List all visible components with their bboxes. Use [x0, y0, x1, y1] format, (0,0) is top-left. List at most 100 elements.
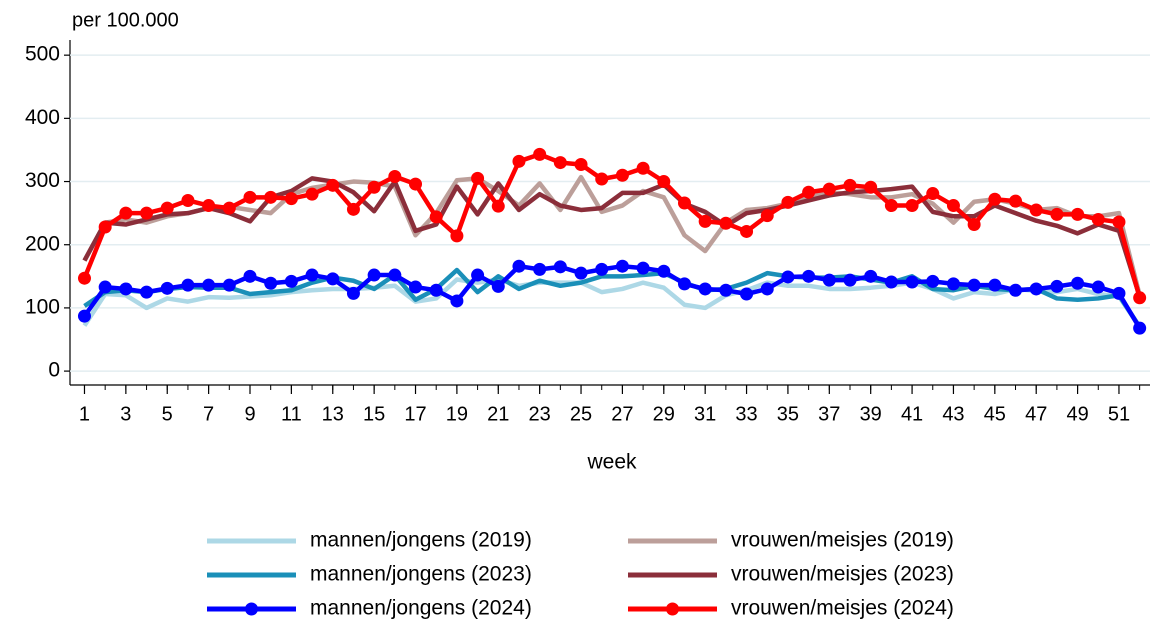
series-marker: [450, 229, 464, 243]
x-tick-label: 21: [487, 403, 509, 425]
x-tick-label: 47: [1025, 403, 1047, 425]
series-marker: [864, 269, 878, 283]
series-marker: [884, 199, 898, 213]
series-marker: [1071, 276, 1085, 290]
legend-label: mannen/jongens (2023): [310, 563, 532, 586]
series-marker: [429, 283, 443, 297]
series-marker: [1071, 207, 1085, 221]
series-marker: [243, 190, 257, 204]
series-marker: [429, 210, 443, 224]
series-marker: [615, 259, 629, 273]
series-marker: [284, 274, 298, 288]
series-marker: [1133, 321, 1147, 335]
series-line: [82, 277, 1142, 329]
series-marker: [719, 216, 733, 230]
series-marker: [553, 260, 567, 274]
series-marker: [864, 180, 878, 194]
x-tick-label: 25: [570, 403, 592, 425]
series-marker: [367, 268, 381, 282]
x-tick-label: 15: [363, 403, 385, 425]
series-marker: [98, 280, 112, 294]
series-marker: [264, 190, 278, 204]
legend-marker: [245, 602, 258, 616]
series-marker: [1009, 283, 1023, 297]
series-marker: [533, 147, 547, 161]
series-marker: [595, 262, 609, 276]
series-marker: [326, 272, 340, 286]
series-marker: [305, 268, 319, 282]
y-axis-label: per 100.000: [72, 9, 179, 31]
series-marker: [843, 273, 857, 287]
series-marker: [781, 270, 795, 284]
x-tick-label: 33: [735, 403, 757, 425]
series-marker: [574, 266, 588, 280]
series-marker: [1009, 194, 1023, 208]
series-marker: [491, 279, 505, 293]
x-tick-label: 51: [1108, 403, 1130, 425]
series-marker: [512, 259, 526, 273]
x-tick-label: 17: [404, 403, 426, 425]
series-marker: [657, 175, 671, 189]
series-marker: [822, 273, 836, 287]
x-tick-label: 45: [984, 403, 1006, 425]
series-marker: [1091, 212, 1105, 226]
legend-marker: [666, 602, 679, 616]
x-tick-label: 35: [777, 403, 799, 425]
series-marker: [677, 277, 691, 291]
series-marker: [119, 206, 133, 220]
series-marker: [98, 220, 112, 234]
series-marker: [698, 214, 712, 228]
series-marker: [781, 195, 795, 209]
legend-label: vrouwen/meisjes (2023): [731, 563, 954, 586]
series-marker: [202, 199, 216, 213]
series-marker: [346, 286, 360, 300]
series-marker: [636, 161, 650, 175]
x-tick-label: 39: [860, 403, 882, 425]
series-marker: [1029, 282, 1043, 296]
series-marker: [574, 157, 588, 171]
series-marker: [760, 209, 774, 223]
series-marker: [140, 285, 154, 299]
series-marker: [409, 280, 423, 294]
series-marker: [988, 192, 1002, 206]
series-marker: [946, 277, 960, 291]
x-tick-label: 9: [244, 403, 255, 425]
series-marker: [409, 177, 423, 191]
series-marker: [1112, 215, 1126, 229]
series-marker: [677, 196, 691, 210]
x-tick-label: 41: [901, 403, 923, 425]
series-marker: [719, 283, 733, 297]
series-marker: [905, 275, 919, 289]
x-tick-label: 5: [162, 403, 173, 425]
series-marker: [657, 264, 671, 278]
x-axis-label: week: [586, 451, 637, 474]
series-marker: [222, 201, 236, 215]
legend-label: vrouwen/meisjes (2019): [731, 529, 954, 552]
series-marker: [822, 182, 836, 196]
y-tick-label: 400: [25, 106, 60, 129]
series-marker: [615, 168, 629, 182]
series-marker: [119, 282, 133, 296]
x-tick-label: 49: [1066, 403, 1088, 425]
series-marker: [988, 278, 1002, 292]
y-tick-label: 0: [48, 359, 60, 382]
series-line: [83, 267, 1142, 329]
series-marker: [512, 154, 526, 168]
series-marker: [326, 178, 340, 192]
series-marker: [1091, 280, 1105, 294]
legend-label: mannen/jongens (2019): [310, 529, 532, 552]
series-marker: [905, 199, 919, 213]
x-tick-label: 31: [694, 403, 716, 425]
legend-label: mannen/jongens (2024): [310, 597, 532, 620]
series-marker: [1029, 203, 1043, 217]
series-marker: [946, 199, 960, 213]
series-marker: [202, 278, 216, 292]
series-marker: [1050, 207, 1064, 221]
series-marker: [967, 218, 981, 232]
series-marker: [367, 180, 381, 194]
series-marker: [264, 276, 278, 290]
series-marker: [160, 201, 174, 215]
series-marker: [740, 224, 754, 238]
legend-label: vrouwen/meisjes (2024): [731, 597, 954, 620]
